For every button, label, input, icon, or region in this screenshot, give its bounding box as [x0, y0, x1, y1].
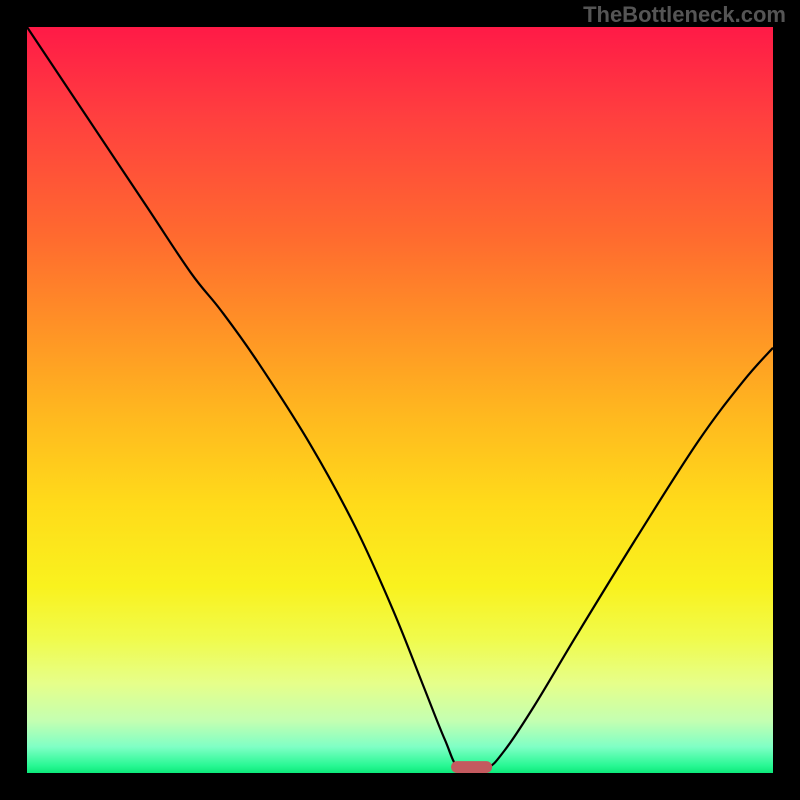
- optimal-marker: [451, 761, 492, 773]
- watermark-text: TheBottleneck.com: [583, 2, 786, 28]
- bottleneck-curve: [27, 27, 773, 772]
- chart-svg: [0, 0, 800, 800]
